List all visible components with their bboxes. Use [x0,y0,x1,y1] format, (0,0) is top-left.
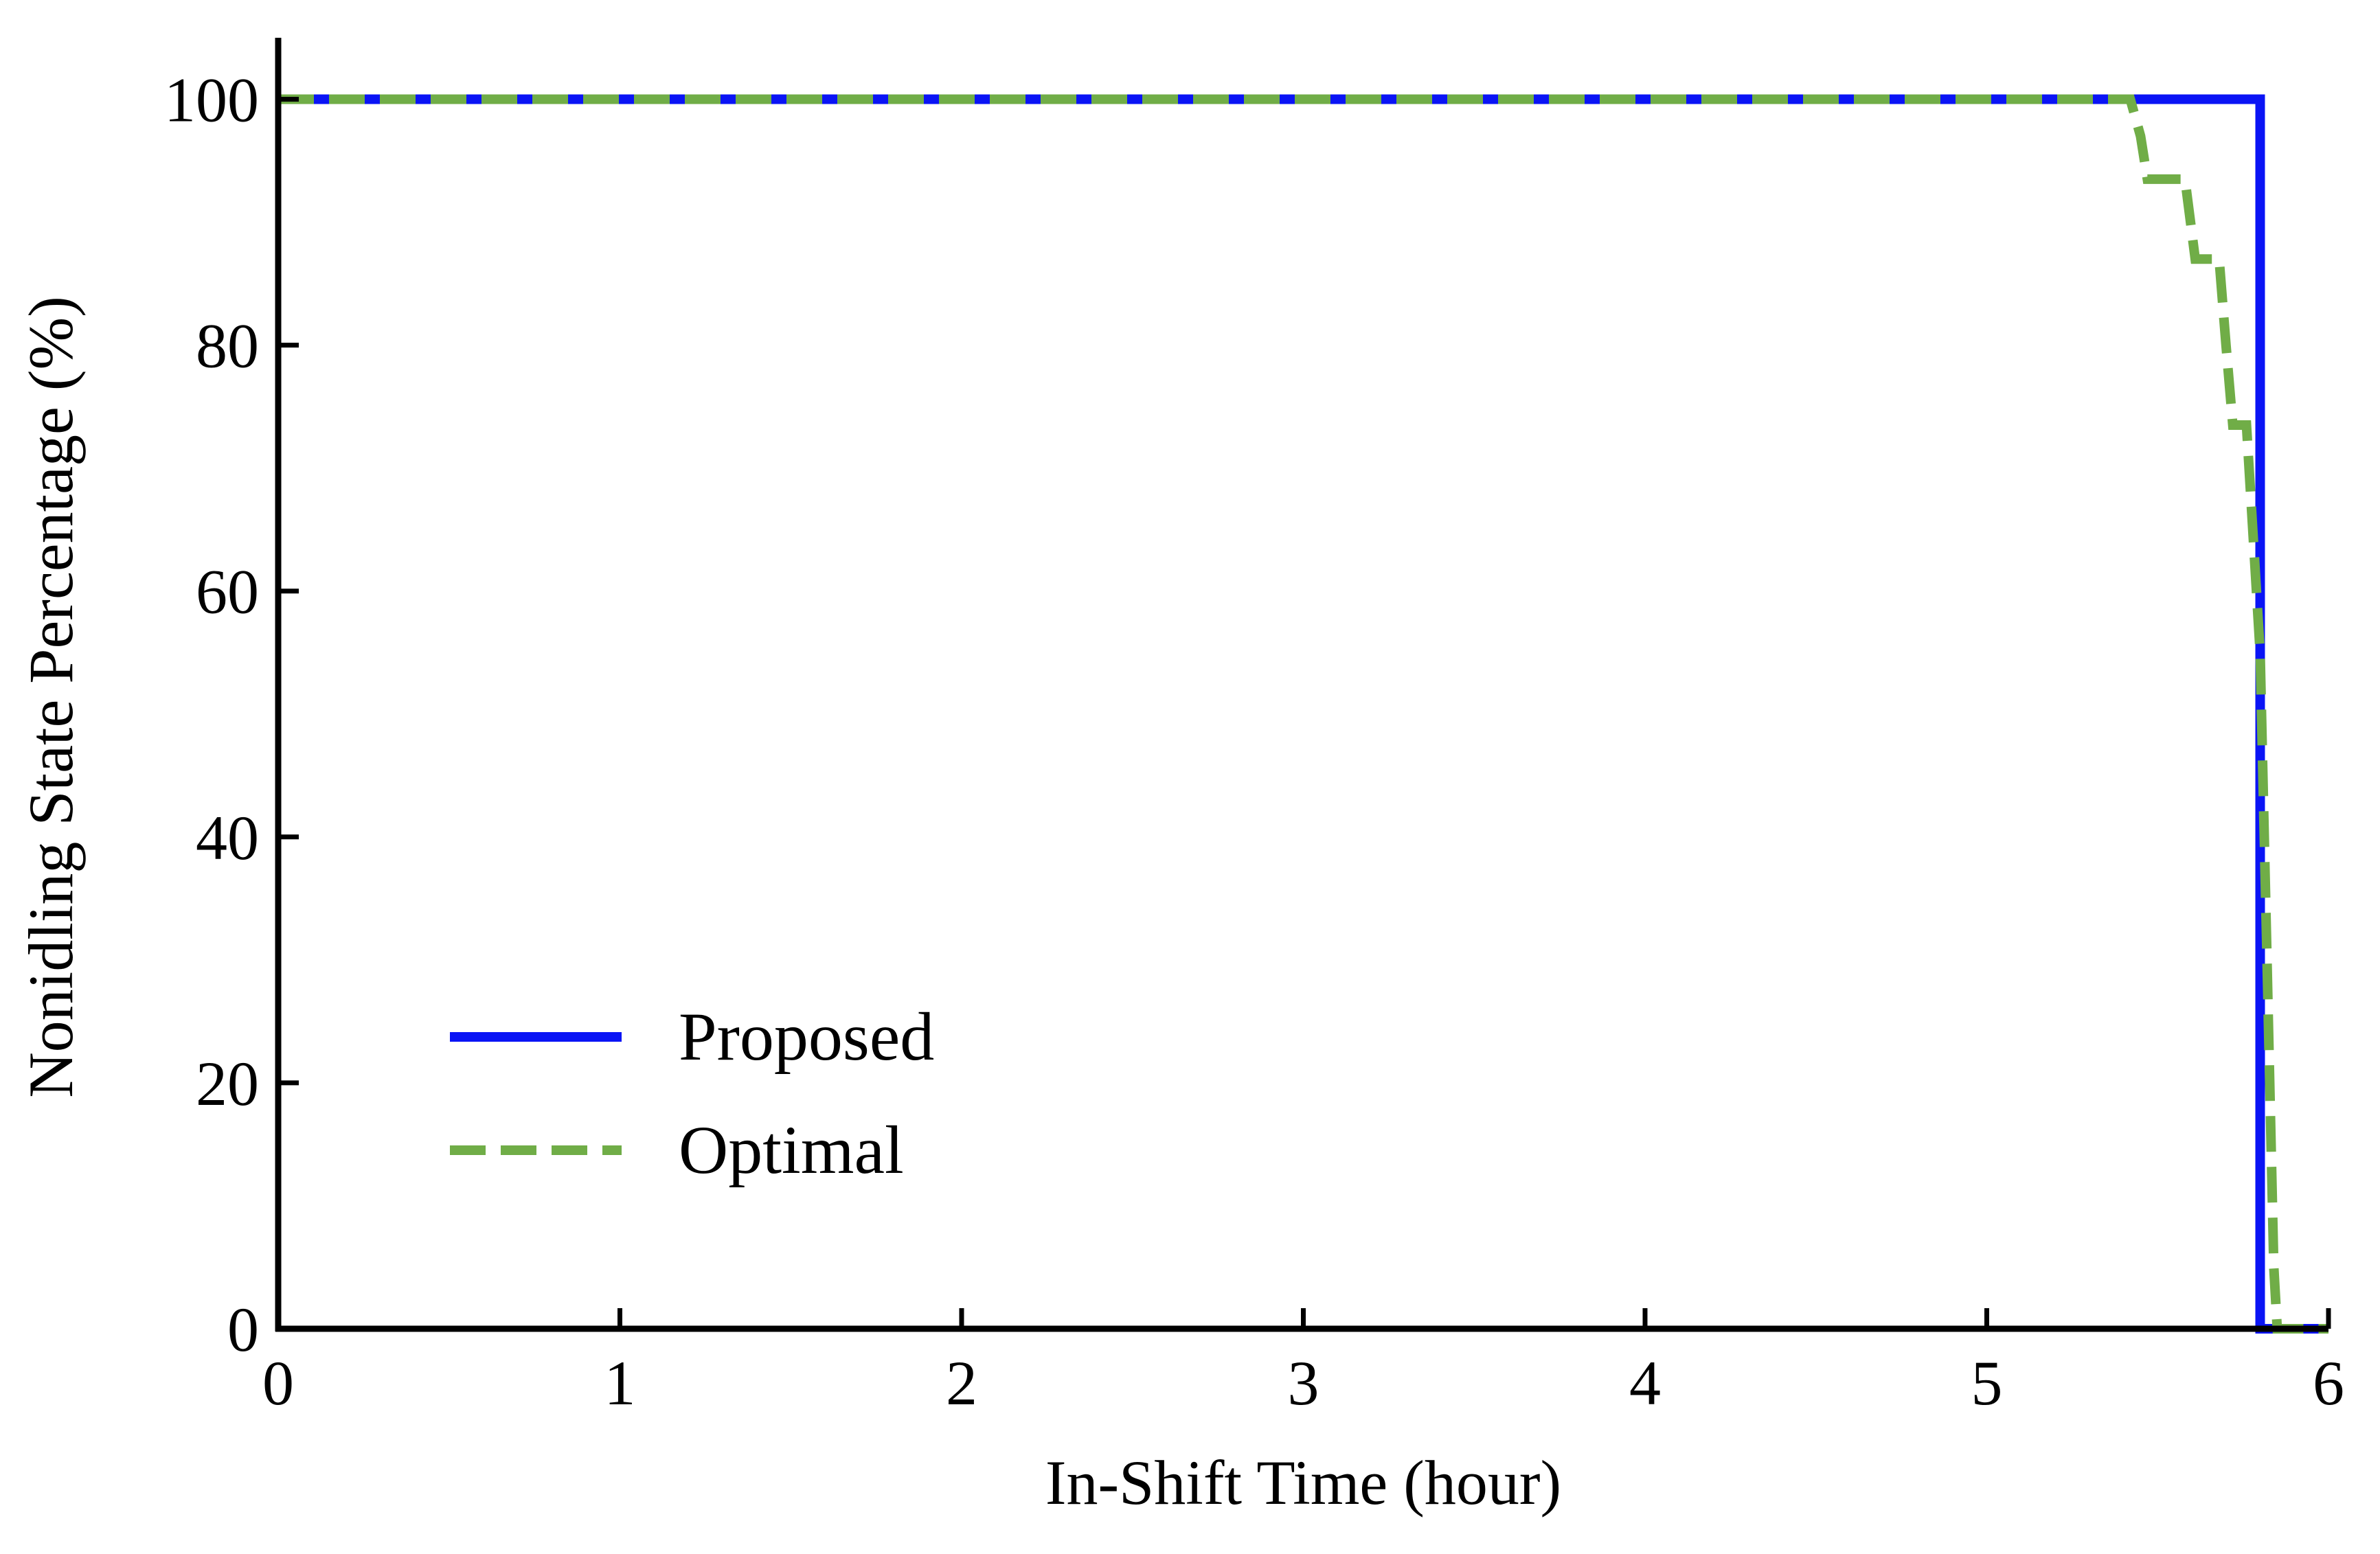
x-tick-label: 2 [946,1348,977,1418]
x-tick-label: 5 [1971,1348,2003,1418]
legend: Proposed Optimal [450,998,934,1188]
x-ticks: 0 1 2 3 4 5 6 [262,1308,2344,1418]
y-axis-label: Nonidling State Percentage (%) [16,296,86,1098]
y-ticks: 0 20 40 60 80 100 [164,65,299,1364]
y-tick-label: 0 [227,1294,259,1364]
y-tick-label: 20 [196,1049,259,1119]
x-tick-label: 4 [1629,1348,1661,1418]
x-tick-label: 3 [1288,1348,1319,1418]
series-line-proposed [278,94,2328,1334]
y-tick-label: 40 [196,803,259,873]
y-tick-label: 60 [196,557,259,627]
plot-lines [278,94,2328,1334]
axes: 0 1 2 3 4 5 6 0 20 40 60 80 100 [164,38,2344,1418]
x-tick-label: 6 [2313,1348,2344,1418]
y-tick-label: 100 [164,65,259,135]
legend-label-proposed: Proposed [679,998,934,1075]
x-axis-label: In-Shift Time (hour) [1045,1448,1561,1518]
x-tick-label: 0 [262,1348,294,1418]
series-line-optimal [278,94,2328,1334]
x-tick-label: 1 [604,1348,636,1418]
legend-label-optimal: Optimal [679,1112,904,1188]
y-tick-label: 80 [196,311,259,381]
